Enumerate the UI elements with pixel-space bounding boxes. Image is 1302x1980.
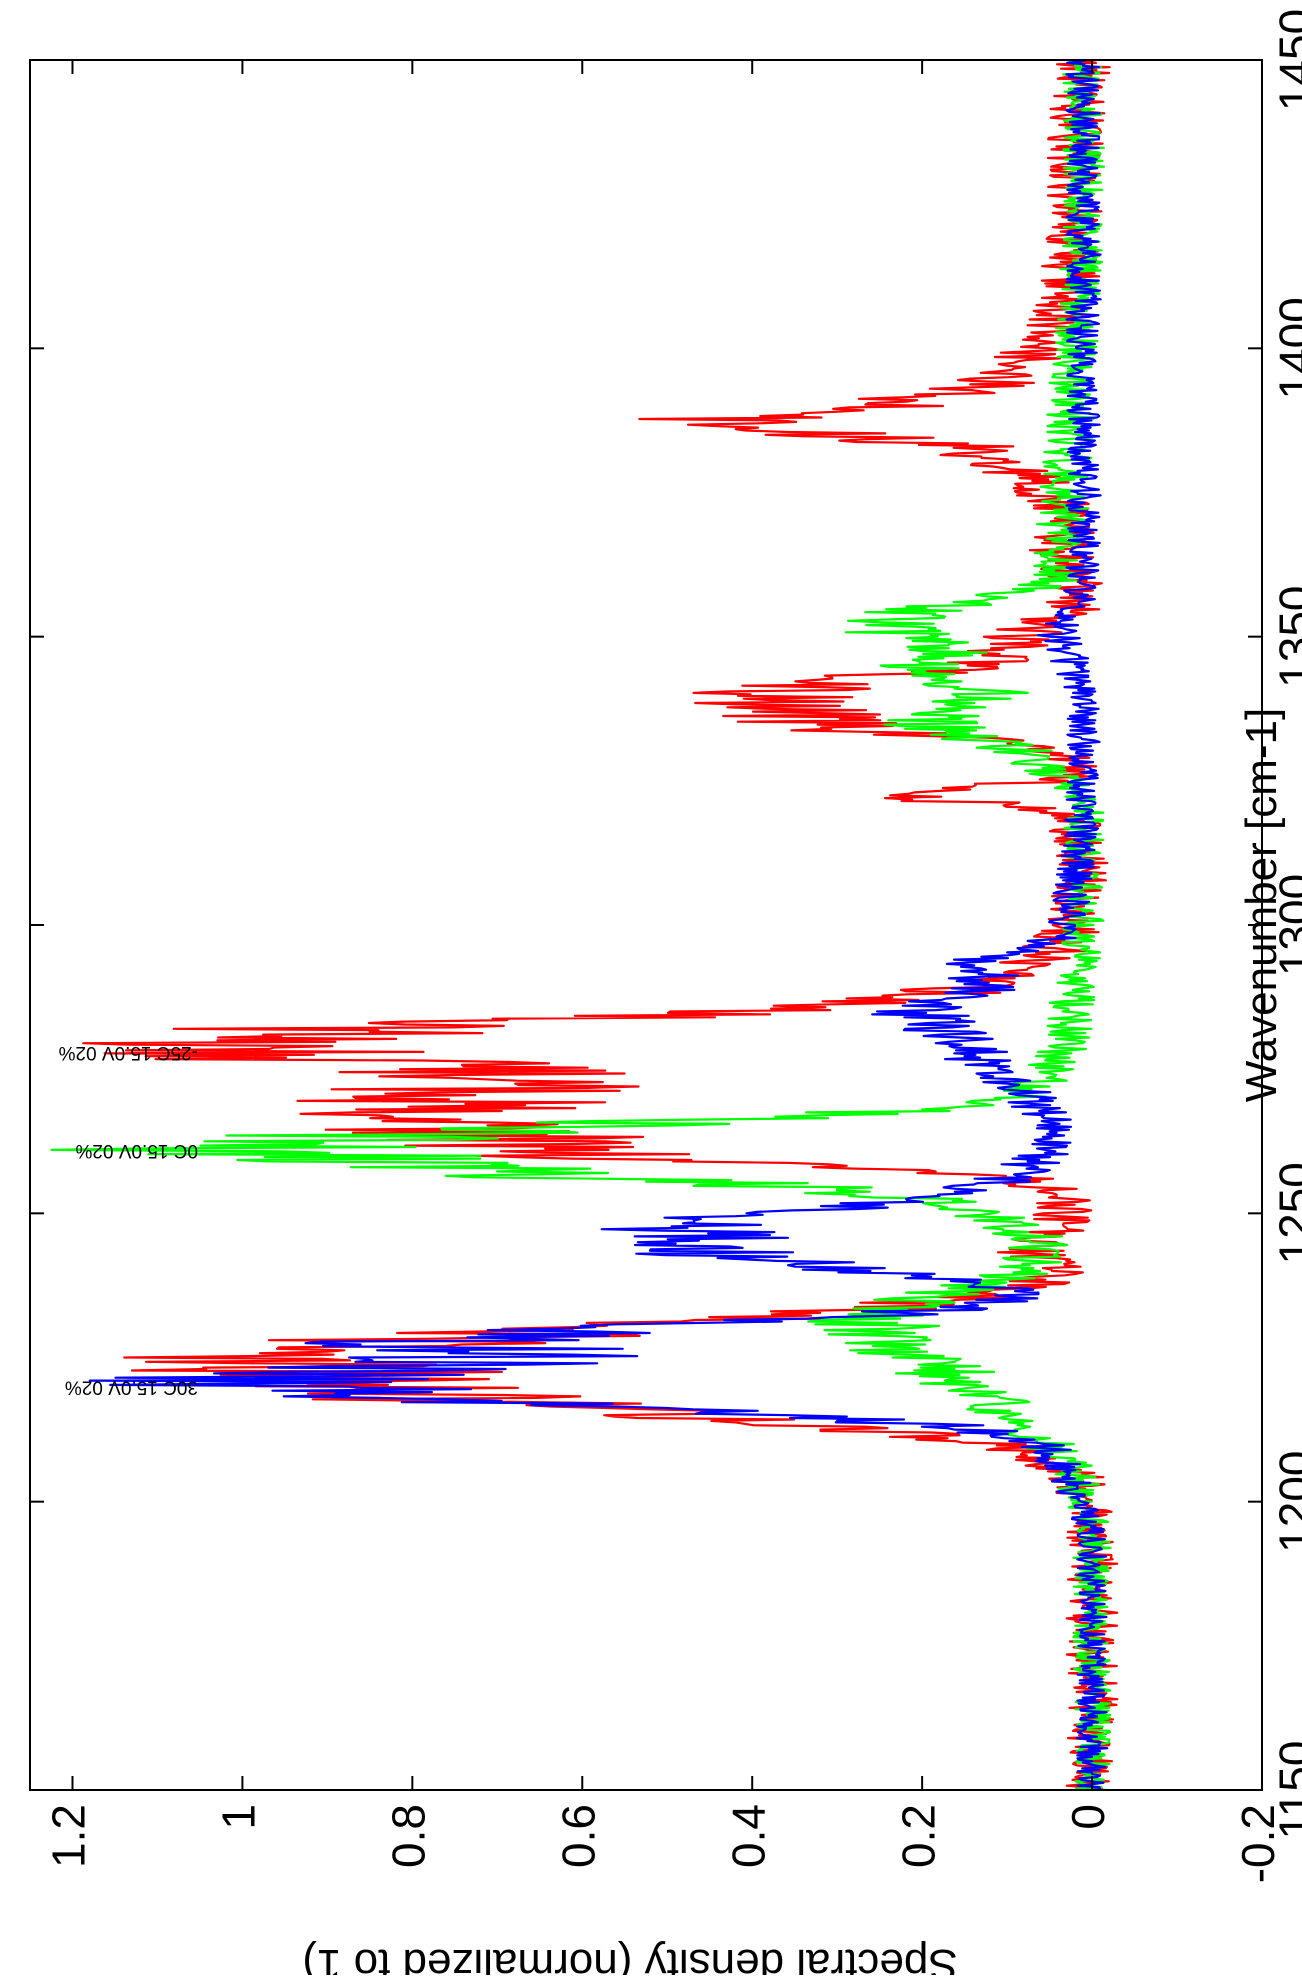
x-tick-label: 1150 [1270, 1741, 1302, 1840]
peak-annotation: 0C 15.0V 02% [75, 1140, 198, 1161]
series-line-1 [82, 58, 1119, 1792]
x-tick-label: 1200 [1270, 1450, 1302, 1552]
series-line-3 [88, 58, 1109, 1792]
x-tick-label: 1450 [1270, 9, 1302, 111]
x-tick-label: 1350 [1270, 585, 1302, 687]
y-tick-label: 0.6 [552, 1804, 604, 1868]
y-tick-label: -0.2 [1232, 1804, 1284, 1883]
series-line-2 [50, 58, 1112, 1792]
y-tick-label: 0.4 [722, 1804, 774, 1868]
plot-area [50, 58, 1119, 1792]
x-axis-title: Wavenumber [cm-1] [1237, 708, 1286, 1102]
y-axis-title: Spectral density (normalized to 1) [302, 1940, 957, 1975]
x-tick-label: 1300 [1270, 874, 1302, 976]
x-tick-label: 1400 [1270, 297, 1302, 399]
y-tick-label: 1.2 [43, 1804, 95, 1868]
y-tick-label: 1 [213, 1804, 265, 1830]
y-tick-label: 0.8 [383, 1804, 435, 1868]
y-tick-label: 0 [1062, 1804, 1114, 1830]
y-tick-label: 0.2 [892, 1804, 944, 1868]
peak-annotation: 30C 15.0V 02% [65, 1376, 198, 1397]
x-tick-label: 1250 [1270, 1162, 1302, 1264]
axes-layer: 1150 1200 1250 1300 1350 1400 1450 -0.2 0 0.2 0.4 0… [29, 9, 1302, 1980]
peak-annotation: -25C 15.0V 02% [58, 1042, 198, 1063]
